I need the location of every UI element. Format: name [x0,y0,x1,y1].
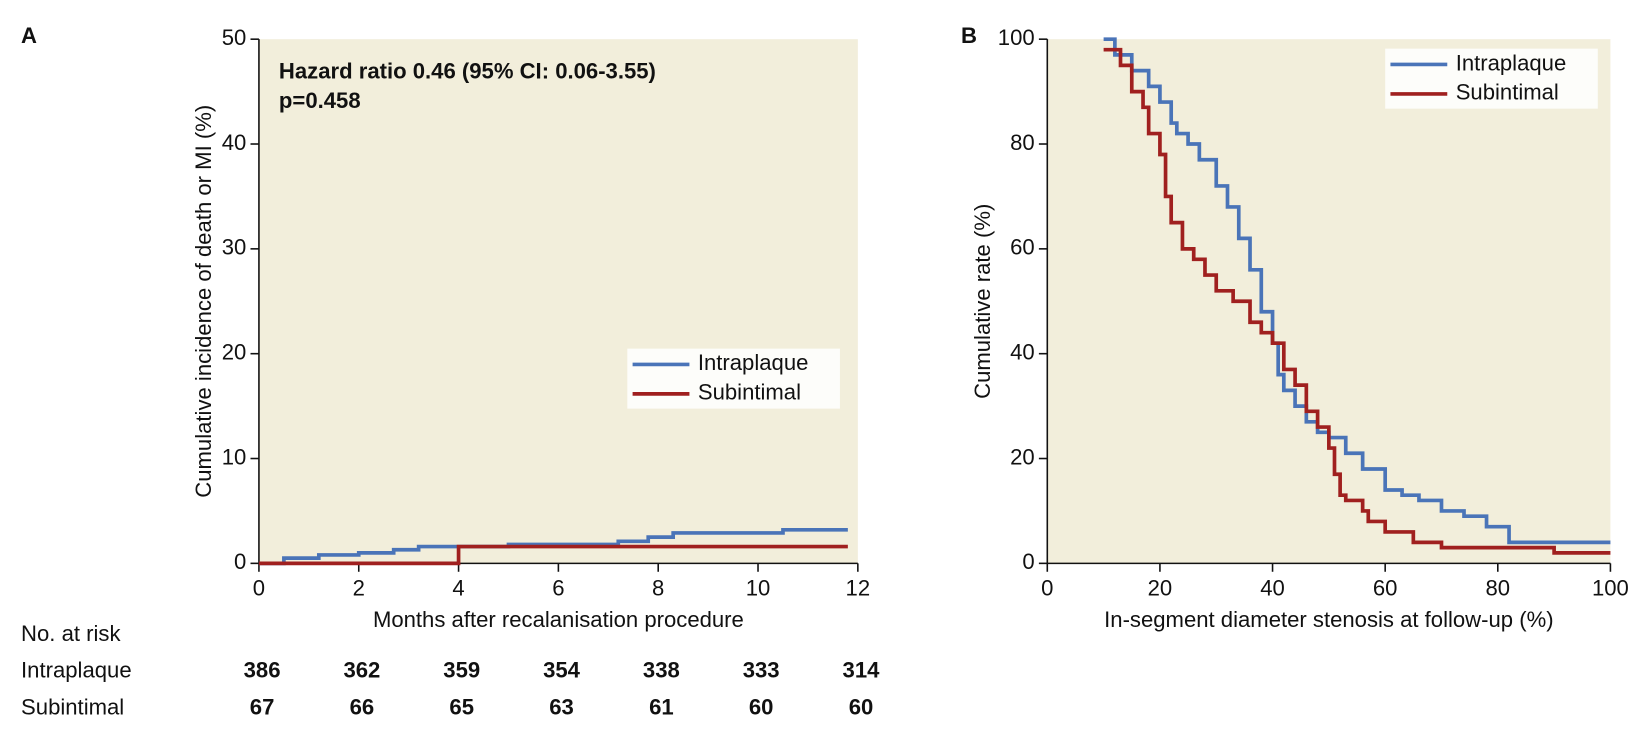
y-tick-label: 0 [1022,549,1034,574]
x-tick-label: 20 [1148,576,1173,601]
annotation: Hazard ratio 0.46 (95% CI: 0.06-3.55) [279,59,656,84]
risk-count: 354 [543,658,581,683]
y-tick-label: 80 [1010,130,1035,155]
y-tick-label: 20 [222,340,247,365]
risk-count: 66 [350,694,375,719]
x-axis-label: In-segment diameter stenosis at follow-u… [1104,607,1553,632]
risk-row-label: Subintimal [21,694,124,719]
risk-count: 359 [443,658,480,683]
risk-count: 60 [749,694,774,719]
risk-count: 60 [849,694,874,719]
y-tick-label: 60 [1010,235,1035,260]
risk-count: 63 [549,694,574,719]
x-tick-label: 0 [253,576,265,601]
series-line [1103,47,1611,555]
x-tick-label: 0 [1041,576,1053,601]
risk-count: 67 [250,694,275,719]
x-tick-label: 6 [552,576,564,601]
risk-table-title: No. at risk [21,621,121,646]
panel-label: B [961,23,977,48]
y-tick-label: 30 [222,235,247,260]
y-tick-label: 20 [1010,444,1035,469]
y-axis-label: Cumulative incidence of death or MI (%) [191,105,216,498]
risk-count: 338 [643,658,680,683]
x-tick-label: 8 [652,576,664,601]
x-axis-label: Months after recalanisation procedure [373,607,744,632]
risk-count: 314 [843,658,881,683]
x-tick-label: 100 [1592,576,1629,601]
legend-box [627,348,840,409]
risk-count: 65 [449,694,474,719]
risk-count: 61 [649,694,674,719]
legend-label: Intraplaque [698,350,809,375]
legend-label: Subintimal [1456,80,1559,105]
panel-label: A [21,23,37,48]
series-line [1103,37,1611,545]
y-tick-label: 40 [1010,340,1035,365]
y-tick-label: 10 [222,444,247,469]
y-tick-label: 40 [222,130,247,155]
legend-box [1385,48,1598,109]
risk-count: 386 [244,658,281,683]
plot-background [258,39,858,564]
x-tick-label: 80 [1486,576,1511,601]
y-axis-label: Cumulative rate (%) [970,204,995,399]
plot-background [1047,39,1611,564]
y-tick-label: 0 [234,549,246,574]
x-tick-label: 10 [746,576,771,601]
series-line [258,544,848,566]
y-tick-label: 50 [222,25,247,50]
x-tick-label: 2 [353,576,365,601]
x-tick-label: 40 [1260,576,1285,601]
y-tick-label: 100 [998,25,1035,50]
legend-label: Subintimal [698,380,801,405]
x-tick-label: 60 [1373,576,1398,601]
risk-count: 333 [743,658,780,683]
x-tick-label: 4 [452,576,464,601]
legend-label: Intraplaque [1456,50,1567,75]
annotation: p=0.458 [279,88,361,113]
risk-count: 362 [343,658,380,683]
x-tick-label: 12 [846,576,871,601]
risk-row-label: Intraplaque [21,658,132,683]
